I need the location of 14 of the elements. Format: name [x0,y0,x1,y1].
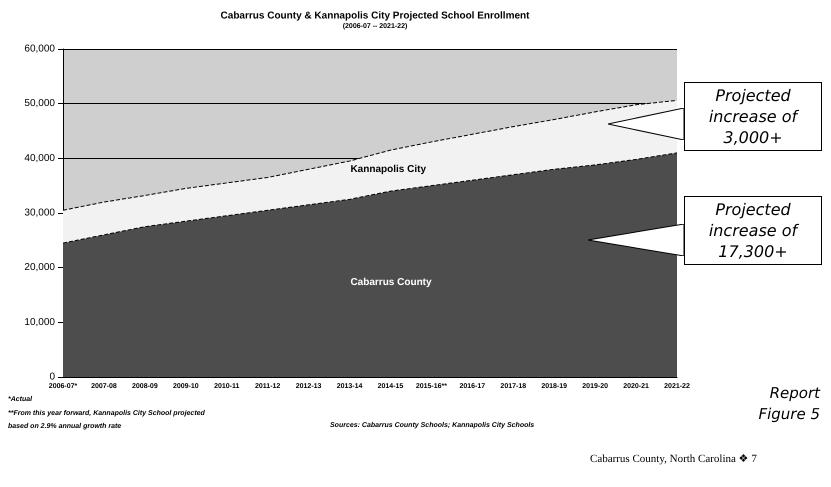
y-tick-label: 20,000 [24,262,56,274]
chart-title: Cabarrus County & Kannapolis City Projected School Enrollment [220,10,530,22]
text: Projected increase of 3,000+ [684,82,822,151]
text: Report Figure 5 [757,383,820,425]
y-tick-label: 0 [49,372,56,382]
text: Projected increase of 17,300+ [684,196,822,265]
y-tick-label: 10,000 [24,316,56,328]
y-tick-label: 30,000 [24,208,56,218]
series-label: Cabarrus County [350,277,432,288]
text: Cabarrus County, North Carolina ❖ 7 [590,452,757,465]
y-tick-label: 40,000 [24,152,56,164]
y-tick-label: 60,000 [24,44,56,54]
y-tick-label: 50,000 [24,98,56,110]
series-label: Kannapolis City [350,164,426,175]
